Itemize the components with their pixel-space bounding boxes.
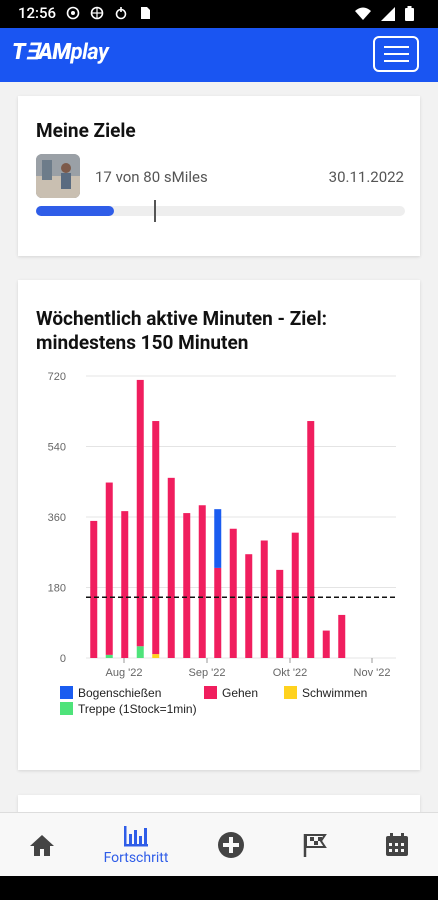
weekly-minutes-card: Wöchentlich aktive Minuten - Ziel: minde… (18, 280, 420, 770)
chart-title-line1: Wöchentlich aktive Minuten - Ziel: (36, 307, 327, 330)
bottom-navigation: Fortschritt (0, 812, 438, 877)
legend-swatch (60, 702, 73, 715)
bar-gehen (291, 532, 299, 658)
y-tick-label: 360 (48, 512, 66, 524)
status-notification-icons (66, 6, 152, 20)
legend-label: Treppe (1Stock=1min) (78, 702, 197, 716)
bar-gehen (229, 528, 237, 658)
globe-notification-icon (90, 6, 104, 20)
status-system-icons (355, 6, 414, 21)
goal-date: 30.11.2022 (328, 168, 404, 186)
bar-gehen (276, 569, 284, 658)
bar-gehen (307, 421, 315, 658)
x-tick-label: Sep '22 (189, 667, 226, 679)
legend-swatch (204, 686, 217, 699)
teamplay-logo[interactable]: T∃AMplay (12, 40, 109, 65)
bar-gehen (90, 520, 98, 658)
chart-icon (124, 826, 148, 847)
wifi-icon (355, 7, 371, 20)
menu-bar-icon (384, 60, 409, 62)
bar-gehen (322, 630, 330, 658)
x-tick-label: Okt '22 (273, 667, 308, 679)
home-icon (30, 835, 54, 856)
status-bar: 12:56 (0, 0, 438, 28)
bar-treppestockmin (105, 654, 113, 658)
bar-gehen (105, 482, 113, 655)
nav-progress-label: Fortschritt (103, 850, 169, 866)
legend-label: Bogenschießen (78, 686, 161, 700)
logo-play-text: play (70, 40, 109, 65)
legend-swatch (284, 686, 297, 699)
bar-schwimmen (152, 654, 160, 658)
menu-bar-icon (384, 46, 409, 48)
menu-button[interactable] (373, 36, 419, 72)
bar-gehen (167, 477, 175, 658)
goal-photo-icon (36, 154, 80, 198)
system-gesture-bar (0, 876, 438, 900)
nav-calendar[interactable] (357, 813, 437, 877)
calendar-icon (386, 833, 408, 856)
bar-gehen (260, 540, 268, 658)
nav-progress[interactable]: Fortschritt (96, 813, 176, 877)
bar-gehen (136, 379, 144, 647)
weekly-minutes-chart: 0 180 360 540 720 Aug '22 Sep '22 Okt '22 Nov '2… (48, 371, 396, 716)
legend-swatch (60, 686, 73, 699)
download-notification-icon (115, 7, 127, 20)
nav-add[interactable] (191, 813, 271, 877)
goal-avatar (36, 154, 80, 198)
app-header: T∃AMplay (0, 28, 438, 82)
bar-gehen (183, 513, 191, 658)
goal-progress-text: 17 von 80 sMiles (95, 168, 208, 186)
settings-notification-icon (66, 6, 80, 20)
goal-progress-bar (36, 200, 405, 222)
bar-bogenschieen (214, 509, 222, 568)
legend-label: Schwimmen (302, 686, 367, 700)
goals-card: Meine Ziele 17 von 80 sMiles 30.11.2022 (18, 96, 420, 256)
y-tick-label: 0 (60, 653, 66, 665)
y-tick-label: 180 (48, 583, 66, 595)
bar-gehen (121, 511, 129, 658)
menu-bar-icon (384, 53, 409, 55)
bar-treppestockmin (136, 646, 144, 658)
goals-title: Meine Ziele (36, 119, 136, 142)
add-circle-icon (218, 832, 244, 858)
goal-progress-fill (36, 206, 114, 216)
bar-gehen (338, 614, 346, 658)
legend-label: Gehen (222, 686, 258, 700)
logo-team-text: T∃AM (12, 40, 71, 65)
cell-signal-icon (381, 6, 395, 21)
y-tick-label: 720 (48, 371, 66, 383)
sim-card-icon (141, 7, 150, 19)
bar-gehen (214, 567, 222, 658)
next-card (18, 795, 420, 815)
battery-icon (405, 6, 414, 21)
x-tick-label: Nov '22 (354, 667, 391, 679)
nav-home[interactable] (2, 813, 82, 877)
y-tick-label: 540 (48, 442, 66, 454)
bar-gehen (245, 554, 253, 658)
bar-gehen (198, 505, 206, 658)
x-tick-label: Aug '22 (106, 667, 143, 679)
bar-gehen (152, 421, 160, 655)
chart-title-line2: mindestens 150 Minuten (36, 331, 249, 354)
goal-target-marker (154, 200, 156, 222)
status-time: 12:56 (18, 4, 57, 22)
nav-challenges[interactable] (275, 813, 355, 877)
flags-icon (303, 834, 327, 857)
